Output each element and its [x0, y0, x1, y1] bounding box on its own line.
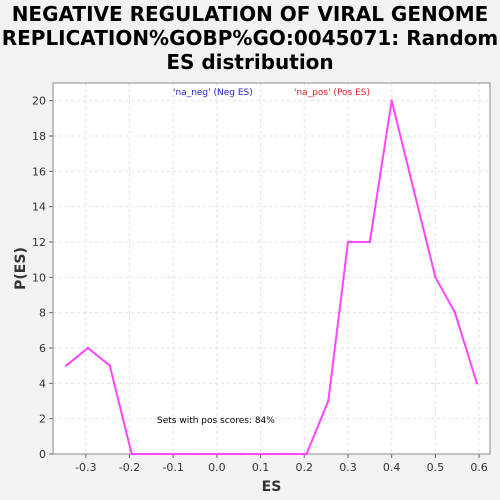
- x-tick-label: 0.2: [296, 461, 314, 474]
- y-tick-label: 14: [32, 201, 46, 214]
- y-tick-label: 8: [39, 307, 46, 320]
- y-axis-label: P(ES): [13, 247, 29, 290]
- data-point: [346, 240, 350, 244]
- data-point: [196, 452, 199, 456]
- data-point: [368, 240, 372, 244]
- x-tick-label: 0.6: [470, 461, 488, 474]
- data-point: [327, 399, 330, 403]
- data-point: [64, 364, 68, 367]
- data-point: [305, 452, 308, 456]
- x-tick-label: -0.1: [162, 461, 183, 474]
- title-line-1: NEGATIVE REGULATION OF VIRAL GENOME: [11, 2, 489, 26]
- data-point: [152, 452, 155, 456]
- y-tick-label: 10: [32, 271, 46, 284]
- data-point: [86, 346, 90, 350]
- data-point: [261, 452, 264, 456]
- y-tick-label: 6: [39, 342, 46, 355]
- legend-neg: 'na_neg' (Neg ES): [173, 88, 253, 98]
- y-tick-label: 2: [39, 413, 46, 426]
- data-point: [217, 452, 221, 456]
- data-point: [434, 276, 437, 279]
- y-tick-label: 16: [32, 165, 46, 178]
- tick-labels: 0 2 4 6 8 10 12 14 16 18 20 -0.3 -0.2 -0.1 0.0 0.1 0.2 0.…: [32, 95, 488, 474]
- pos-score-annotation: Sets with pos scores: 84%: [157, 416, 275, 426]
- data-point: [174, 452, 177, 456]
- data-point: [239, 452, 243, 456]
- x-tick-label: 0.5: [427, 461, 445, 474]
- x-tick-label: -0.3: [75, 461, 96, 474]
- x-tick-label: -0.2: [119, 461, 140, 474]
- y-tick-label: 0: [39, 448, 46, 461]
- x-tick-label: 0.1: [252, 461, 270, 474]
- y-tick-label: 18: [32, 130, 46, 143]
- series-line: [65, 100, 478, 455]
- x-axis-label: ES: [262, 479, 282, 495]
- x-tick-label: 0.4: [383, 461, 401, 474]
- data-point: [108, 364, 112, 367]
- data-point: [475, 382, 479, 385]
- y-tick-label: 4: [39, 377, 46, 390]
- title-line-3: ES distribution: [166, 50, 334, 74]
- legend-pos: 'na_pos' (Pos ES): [294, 88, 370, 98]
- chart-title: NEGATIVE REGULATION OF VIRAL GENOME REPL…: [0, 2, 500, 74]
- data-point: [453, 311, 457, 314]
- y-tick-label: 20: [32, 95, 46, 108]
- data-point: [130, 452, 133, 456]
- data-point: [283, 452, 286, 456]
- x-tick-label: 0.0: [208, 461, 226, 474]
- y-tick-label: 12: [32, 236, 46, 249]
- title-line-2: REPLICATION%GOBP%GO:0045071: Random: [1, 26, 499, 50]
- data-point: [412, 187, 415, 191]
- plot-area: [53, 83, 490, 454]
- data-point: [390, 99, 393, 102]
- x-tick-label: 0.3: [339, 461, 357, 474]
